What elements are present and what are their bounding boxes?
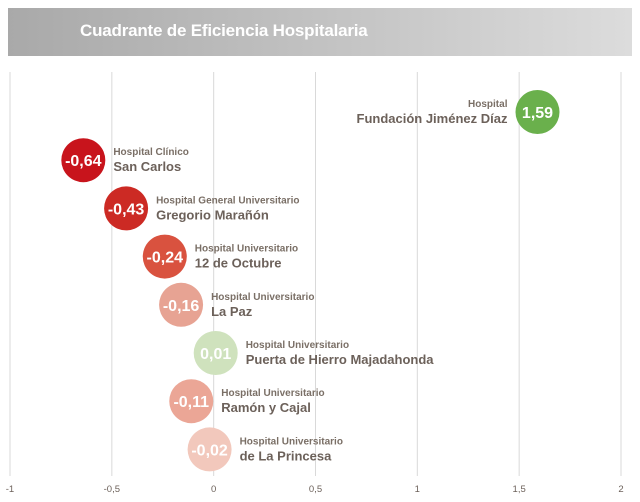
bubble-value: -0,24	[147, 250, 184, 267]
bubble	[61, 138, 106, 183]
bubble-value: 0,01	[200, 346, 231, 363]
x-tick-label: 1	[415, 484, 420, 495]
bubble-value: -0,16	[163, 298, 200, 315]
grid	[9, 72, 622, 476]
x-tick-label: -0,5	[104, 484, 120, 495]
bubble-value: -0,02	[191, 442, 228, 459]
x-tick-label: 0	[211, 484, 216, 495]
chart-title: Cuadrante de Eficiencia Hospitalaria	[80, 21, 368, 40]
bubble	[142, 234, 187, 279]
hospital-label-bottom: Gregorio Marañón	[156, 207, 269, 222]
hospital-label-top: Hospital Universitario	[240, 436, 343, 447]
bubble-value: -0,64	[65, 153, 102, 170]
hospital-label-top: Hospital General Universitario	[156, 195, 299, 206]
hospital-label-top: Hospital	[468, 99, 508, 110]
bubble-value: -0,11	[173, 394, 209, 411]
x-tick-label: -1	[6, 484, 14, 495]
bubble-value: 1,59	[522, 105, 553, 122]
bubble	[169, 379, 214, 424]
bubble	[104, 186, 149, 231]
bubble	[515, 90, 560, 134]
data-point: -0,43 Hospital General UniversitarioGrego…	[104, 186, 299, 231]
hospital-label-bottom: de La Princesa	[240, 448, 333, 463]
hospital-label-bottom: San Carlos	[113, 159, 181, 174]
hospital-label-bottom: Ramón y Cajal	[221, 400, 311, 415]
hospital-label-top: Hospital Universitario	[195, 244, 298, 255]
bubble-value: -0,43	[108, 201, 145, 218]
hospital-label-top: Hospital Clínico	[113, 147, 189, 158]
bubble	[187, 427, 232, 472]
bubble	[193, 331, 238, 375]
hospital-label-top: Hospital Universitario	[211, 292, 314, 303]
x-tick-label: 2	[618, 484, 623, 495]
hospital-label-top: Hospital Universitario	[246, 340, 349, 351]
hospital-label-bottom: Puerta de Hierro Majadahonda	[246, 352, 435, 367]
bubble	[159, 282, 204, 327]
x-axis-ticks: -1 -0,5 0 0,5 1 1,5 2	[6, 484, 624, 495]
hospital-label-bottom: La Paz	[211, 304, 253, 319]
hospital-label-bottom: 12 de Octubre	[195, 256, 282, 271]
x-tick-label: 0,5	[309, 484, 322, 495]
title-banner: Cuadrante de Eficiencia Hospitalaria	[8, 8, 632, 56]
hospital-label-bottom: Fundación Jiménez Díaz	[357, 111, 508, 126]
x-tick-label: 1,5	[513, 484, 526, 495]
hospital-label-top: Hospital Universitario	[221, 388, 324, 399]
